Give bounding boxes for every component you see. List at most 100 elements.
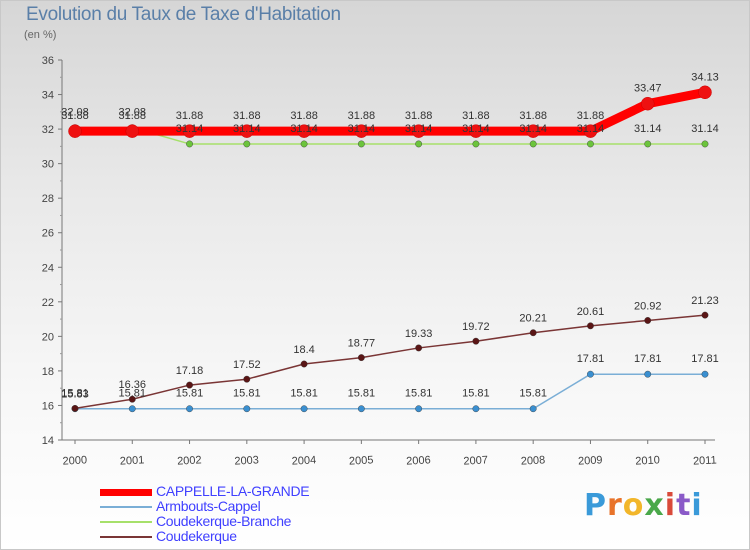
data-point-2 xyxy=(701,140,709,148)
logo-letter: x xyxy=(644,488,665,523)
data-label-0: 31.88 xyxy=(119,110,147,122)
data-point-2 xyxy=(300,140,308,148)
data-label-1: 15.81 xyxy=(290,388,318,400)
x-tick-label: 2007 xyxy=(463,454,488,467)
data-label-2: 32.08 xyxy=(61,107,89,119)
x-tick-label: 2001 xyxy=(120,454,145,467)
y-axis-unit: (en %) xyxy=(24,29,57,41)
data-point-1 xyxy=(529,405,537,413)
logo-letter: i xyxy=(691,488,703,523)
data-point-3 xyxy=(472,337,480,345)
data-point-0 xyxy=(411,124,426,138)
data-point-0 xyxy=(583,124,598,138)
data-label-3: 18.77 xyxy=(348,338,376,350)
legend-swatch-cappelle xyxy=(100,489,152,496)
data-label-0: 31.88 xyxy=(405,110,433,122)
data-label-0: 31.88 xyxy=(176,110,204,122)
series-line-1 xyxy=(74,373,706,410)
y-tick-label: 22 xyxy=(42,297,54,309)
data-label-0: 33.47 xyxy=(634,83,662,95)
y-tick-label: 30 xyxy=(42,159,54,171)
data-label-1: 15.81 xyxy=(233,388,261,400)
data-label-2: 31.14 xyxy=(233,123,261,135)
data-label-1: 15.81 xyxy=(405,388,433,400)
data-label-1: 15.81 xyxy=(462,388,490,400)
x-tick-label: 2003 xyxy=(234,454,259,467)
legend-swatch-coudekerque-branche xyxy=(100,521,152,523)
data-label-0: 31.88 xyxy=(290,110,318,122)
data-label-1: 15.81 xyxy=(519,388,547,400)
x-tick-label: 2006 xyxy=(406,454,431,467)
y-tick-label: 34 xyxy=(42,90,54,102)
data-point-1 xyxy=(587,370,594,378)
data-point-2 xyxy=(529,140,537,148)
legend-label-coudekerque: Coudekerque xyxy=(156,528,237,544)
data-point-1 xyxy=(128,405,136,413)
data-point-0 xyxy=(354,124,369,138)
data-point-3 xyxy=(357,354,365,362)
y-tick-label: 26 xyxy=(42,228,54,240)
data-point-0 xyxy=(297,124,311,138)
data-label-0: 31.88 xyxy=(233,110,261,122)
y-tick-label: 32 xyxy=(42,124,54,136)
data-label-2: 31.14 xyxy=(634,123,662,135)
data-label-3: 18.4 xyxy=(293,344,314,356)
data-label-3: 17.18 xyxy=(176,365,204,377)
data-point-1 xyxy=(357,405,365,413)
data-point-2 xyxy=(587,140,594,148)
data-point-3 xyxy=(415,344,423,352)
data-point-0 xyxy=(240,124,254,138)
legend-label-armbouts: Armbouts-Cappel xyxy=(156,498,261,514)
data-label-3: 19.33 xyxy=(405,328,433,340)
data-label-1: 15.81 xyxy=(348,388,376,400)
data-point-0 xyxy=(68,124,82,138)
data-point-3 xyxy=(186,381,193,389)
data-label-1: 17.81 xyxy=(577,353,605,365)
data-label-1: 17.81 xyxy=(691,353,719,365)
data-point-1 xyxy=(300,405,308,413)
data-label-0: 31.88 xyxy=(519,110,547,122)
x-tick-label: 2004 xyxy=(291,454,316,467)
data-point-0 xyxy=(125,124,140,138)
y-tick-label: 18 xyxy=(42,366,54,378)
data-point-3 xyxy=(71,404,79,412)
series-line-0 xyxy=(70,87,710,136)
x-tick-label: 2011 xyxy=(693,454,717,467)
y-tick-label: 16 xyxy=(42,400,54,412)
data-point-0 xyxy=(526,124,540,138)
data-point-2 xyxy=(415,140,423,148)
data-label-0: 31.88 xyxy=(348,110,376,122)
data-point-2 xyxy=(357,140,365,148)
data-point-2 xyxy=(644,140,652,148)
y-tick-label: 24 xyxy=(42,262,54,274)
logo-letter: t xyxy=(676,488,692,523)
y-tick-label: 28 xyxy=(42,193,54,205)
data-label-2: 31.14 xyxy=(348,123,376,135)
data-point-3 xyxy=(243,375,251,383)
logo-letter: r xyxy=(607,488,623,523)
data-label-1: 15.81 xyxy=(119,388,147,400)
data-label-2: 31.14 xyxy=(519,123,547,135)
legend-label-coudekerque-branche: Coudekerque-Branche xyxy=(156,513,292,529)
data-label-3: 15.83 xyxy=(61,388,89,400)
data-point-2 xyxy=(186,140,193,148)
x-tick-label: 2002 xyxy=(177,454,202,467)
data-label-0: 31.88 xyxy=(577,110,605,122)
data-label-1: 15.81 xyxy=(176,388,204,400)
data-point-0 xyxy=(698,85,712,100)
data-label-3: 16.36 xyxy=(119,379,147,391)
x-tick-label: 2008 xyxy=(520,454,545,467)
data-label-2: 31.14 xyxy=(290,123,318,135)
series-line-2 xyxy=(74,126,706,145)
x-tick-label: 2000 xyxy=(62,454,87,467)
y-tick-label: 14 xyxy=(42,435,54,447)
data-label-2: 31.14 xyxy=(691,123,719,135)
data-point-1 xyxy=(186,405,193,413)
x-tick-label: 2010 xyxy=(635,454,660,467)
data-point-3 xyxy=(300,360,308,368)
chart-title: Evolution du Taux de Taxe d'Habitation xyxy=(26,4,341,25)
data-label-3: 21.23 xyxy=(691,295,719,307)
data-point-0 xyxy=(182,124,197,138)
